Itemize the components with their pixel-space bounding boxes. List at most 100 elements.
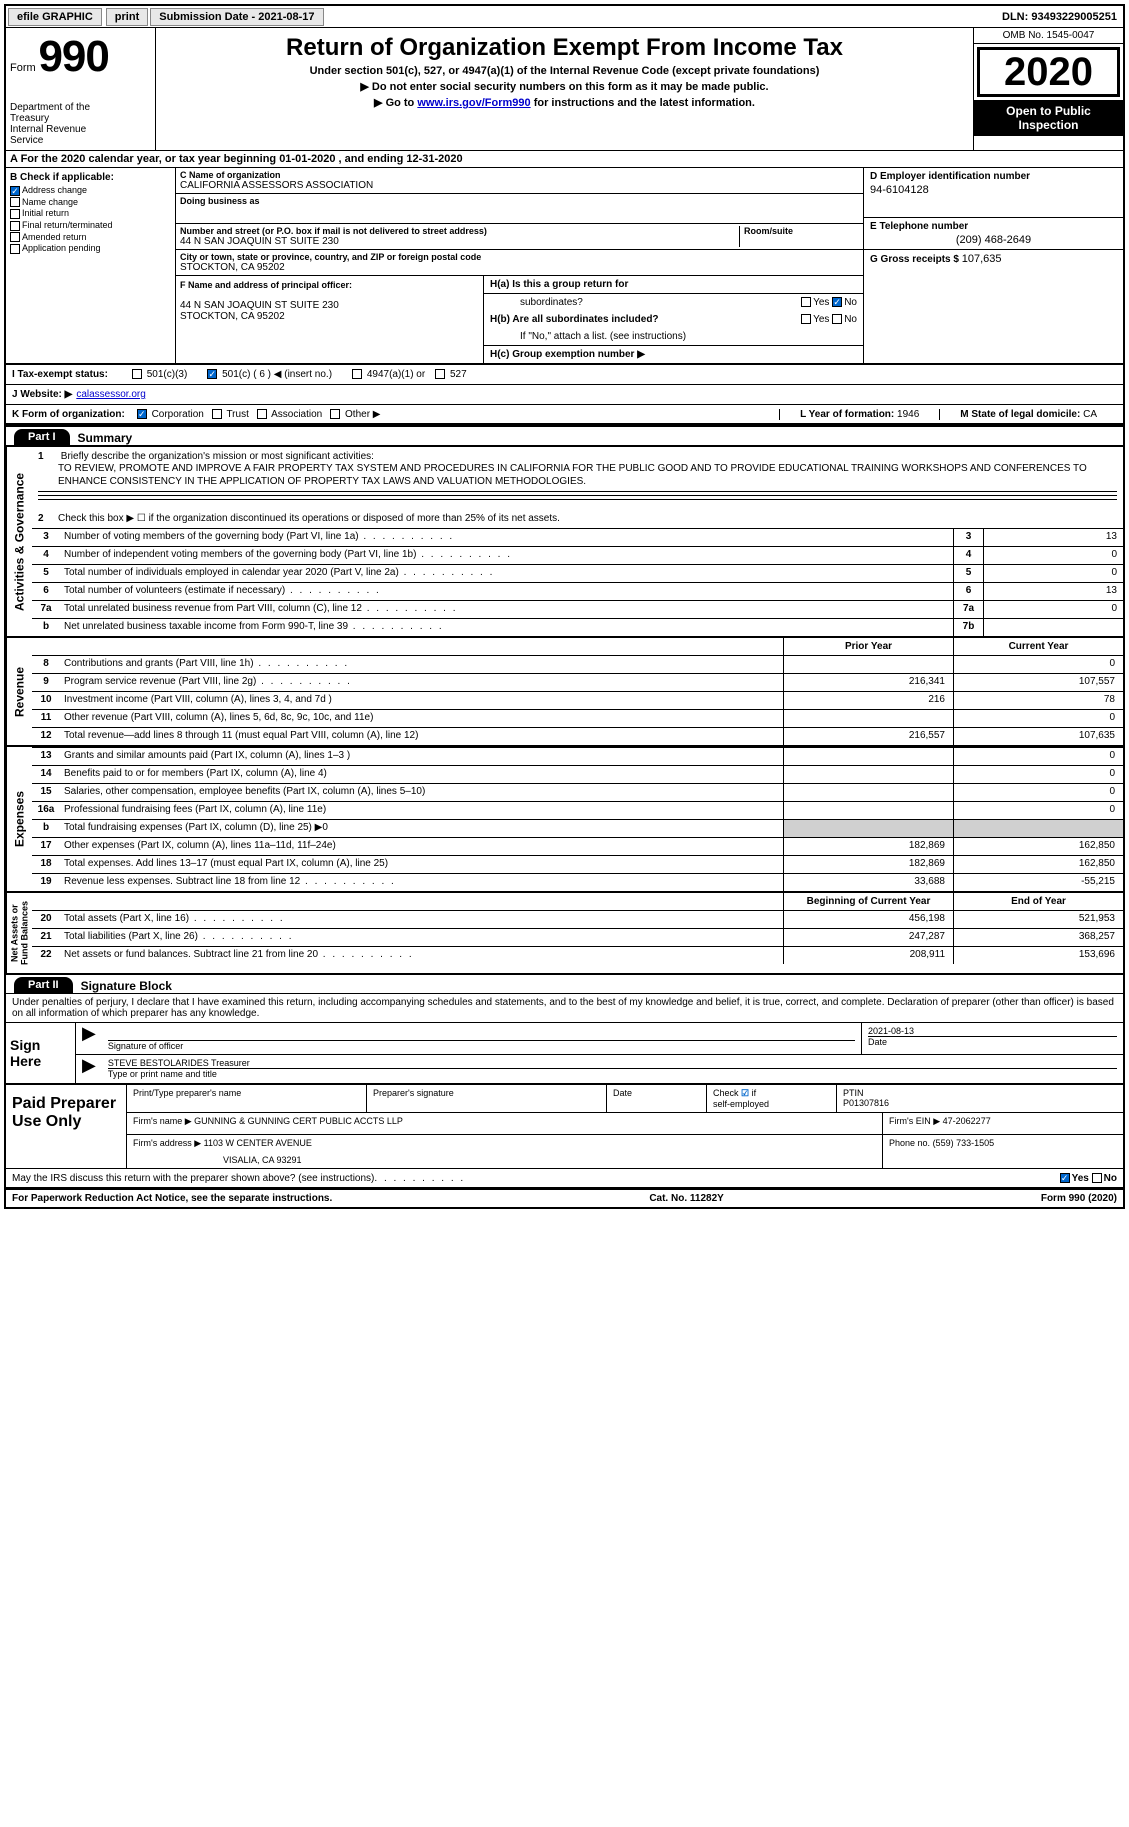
- firm-phone: (559) 733-1505: [933, 1138, 995, 1148]
- prep-name-label: Print/Type preparer's name: [127, 1085, 367, 1112]
- sig-officer-label: Signature of officer: [108, 1040, 855, 1051]
- paid-preparer-block: Paid Preparer Use Only Print/Type prepar…: [6, 1083, 1123, 1168]
- submission-date: Submission Date - 2021-08-17: [150, 8, 323, 26]
- sig-date-val: 2021-08-13: [868, 1026, 1117, 1036]
- arrow-icon: ▶: [76, 1055, 102, 1082]
- ein-value: 94-6104128: [870, 184, 1117, 196]
- room-label: Room/suite: [744, 226, 859, 236]
- data-row: 12Total revenue—add lines 8 through 11 (…: [32, 727, 1123, 745]
- print-button[interactable]: print: [106, 8, 148, 26]
- dln-label: DLN: 93493229005251: [1002, 11, 1123, 23]
- data-row: 7aTotal unrelated business revenue from …: [32, 600, 1123, 618]
- col-current: Current Year: [953, 638, 1123, 655]
- chk-app-pending[interactable]: Application pending: [10, 243, 171, 254]
- tax-year: 2020: [977, 47, 1120, 97]
- officer-addr1: 44 N SAN JOAQUIN ST SUITE 230: [180, 300, 479, 311]
- sig-date-label: Date: [868, 1036, 1117, 1047]
- vert-revenue: Revenue: [6, 638, 32, 745]
- firm-addr1: 1103 W CENTER AVENUE: [204, 1138, 312, 1148]
- expenses-section: Expenses 13Grants and similar amounts pa…: [6, 745, 1123, 891]
- data-row: 19Revenue less expenses. Subtract line 1…: [32, 873, 1123, 891]
- header-left: Form 990 Department of the Treasury Inte…: [6, 28, 156, 150]
- row-j: J Website: ▶ calassessor.org: [6, 385, 1123, 405]
- h-b-note: If "No," attach a list. (see instruction…: [484, 328, 863, 346]
- data-row: 9Program service revenue (Part VIII, lin…: [32, 673, 1123, 691]
- firm-addr2: VISALIA, CA 93291: [133, 1155, 876, 1165]
- website-link[interactable]: calassessor.org: [76, 389, 145, 400]
- paid-preparer-label: Paid Preparer Use Only: [6, 1085, 126, 1168]
- data-row: 5Total number of individuals employed in…: [32, 564, 1123, 582]
- omb-number: OMB No. 1545-0047: [974, 28, 1123, 44]
- chk-address-change[interactable]: Address change: [10, 185, 171, 196]
- data-row: 11Other revenue (Part VIII, column (A), …: [32, 709, 1123, 727]
- chk-final-return[interactable]: Final return/terminated: [10, 220, 171, 231]
- h-b-row: H(b) Are all subordinates included? Yes …: [484, 311, 863, 328]
- vert-expenses: Expenses: [6, 747, 32, 891]
- org-address: 44 N SAN JOAQUIN ST SUITE 230: [180, 236, 739, 247]
- chk-initial-return[interactable]: Initial return: [10, 208, 171, 219]
- col-prior: Prior Year: [783, 638, 953, 655]
- phone-value: (209) 468-2649: [870, 234, 1117, 246]
- h-a-sub: subordinates? Yes No: [484, 294, 863, 311]
- header-right: OMB No. 1545-0047 2020 Open to Public In…: [973, 28, 1123, 150]
- prep-date-label: Date: [607, 1085, 707, 1112]
- declaration: Under penalties of perjury, I declare th…: [6, 993, 1123, 1022]
- addr-label: Number and street (or P.O. box if mail i…: [180, 226, 739, 236]
- form-subtitle: Under section 501(c), 527, or 4947(a)(1)…: [164, 65, 965, 77]
- prep-check: Check ☑ ifself-employed: [707, 1085, 837, 1112]
- vert-activities: Activities & Governance: [6, 447, 32, 636]
- data-row: bNet unrelated business taxable income f…: [32, 618, 1123, 636]
- part-2-tag: Part II: [14, 977, 73, 993]
- row-klm: K Form of organization: Corporation Trus…: [6, 405, 1123, 425]
- col-c: C Name of organization CALIFORNIA ASSESS…: [176, 168, 863, 363]
- part-2-title: Signature Block: [73, 979, 172, 993]
- data-row: 16aProfessional fundraising fees (Part I…: [32, 801, 1123, 819]
- top-bar: efile GRAPHIC print Submission Date - 20…: [6, 6, 1123, 28]
- chk-amended[interactable]: Amended return: [10, 232, 171, 243]
- h-a-row: H(a) Is this a group return for: [484, 276, 863, 294]
- officer-label: F Name and address of principal officer:: [180, 280, 479, 290]
- header-center: Return of Organization Exempt From Incom…: [156, 28, 973, 150]
- data-row: 15Salaries, other compensation, employee…: [32, 783, 1123, 801]
- data-row: 10Investment income (Part VIII, column (…: [32, 691, 1123, 709]
- sign-here-label: Sign Here: [6, 1023, 76, 1083]
- firm-phone-label: Phone no.: [889, 1138, 930, 1148]
- data-row: 6Total number of volunteers (estimate if…: [32, 582, 1123, 600]
- col-begin: Beginning of Current Year: [783, 893, 953, 910]
- gross-label: G Gross receipts $: [870, 254, 959, 265]
- sign-here-block: Sign Here ▶ Signature of officer 2021-08…: [6, 1022, 1123, 1083]
- col-right: D Employer identification number 94-6104…: [863, 168, 1123, 363]
- mission-text: TO REVIEW, PROMOTE AND IMPROVE A FAIR PR…: [38, 462, 1117, 488]
- data-row: 8Contributions and grants (Part VIII, li…: [32, 655, 1123, 673]
- irs-link[interactable]: www.irs.gov/Form990: [417, 97, 530, 109]
- ein-label: D Employer identification number: [870, 171, 1117, 182]
- dept-treasury: Department of the Treasury Internal Reve…: [10, 102, 151, 146]
- form-word: Form: [10, 62, 36, 74]
- part-1-tag: Part I: [14, 429, 70, 445]
- h-c-row: H(c) Group exemption number ▶: [484, 346, 863, 363]
- chk-name-change[interactable]: Name change: [10, 197, 171, 208]
- balances-section: Net Assets orFund Balances Beginning of …: [6, 891, 1123, 975]
- data-row: 13Grants and similar amounts paid (Part …: [32, 747, 1123, 765]
- data-row: 20Total assets (Part X, line 16)456,1985…: [32, 910, 1123, 928]
- data-row: 4Number of independent voting members of…: [32, 546, 1123, 564]
- discuss-row: May the IRS discuss this return with the…: [6, 1168, 1123, 1188]
- ptin-value: P01307816: [843, 1098, 1117, 1108]
- form-title: Return of Organization Exempt From Incom…: [164, 34, 965, 62]
- part-2-header: Part II Signature Block: [6, 975, 1123, 993]
- col-end: End of Year: [953, 893, 1123, 910]
- row-i: I Tax-exempt status: 501(c)(3) 501(c) ( …: [6, 365, 1123, 385]
- sig-name-label: Type or print name and title: [108, 1068, 1117, 1079]
- data-row: 14Benefits paid to or for members (Part …: [32, 765, 1123, 783]
- efile-label: efile GRAPHIC: [8, 8, 102, 26]
- activities-governance: Activities & Governance 1 Briefly descri…: [6, 445, 1123, 636]
- city-label: City or town, state or province, country…: [180, 252, 859, 262]
- firm-ein: 47-2062277: [943, 1116, 991, 1126]
- section-a: A For the 2020 calendar year, or tax yea…: [6, 151, 1123, 168]
- form-note-2: ▶ Go to www.irs.gov/Form990 for instruct…: [164, 96, 965, 109]
- col-b-label: B Check if applicable:: [10, 172, 171, 183]
- revenue-section: Revenue Prior Year Current Year 8Contrib…: [6, 636, 1123, 745]
- dba-label: Doing business as: [180, 196, 859, 206]
- form-number: 990: [38, 32, 108, 81]
- data-row: 17Other expenses (Part IX, column (A), l…: [32, 837, 1123, 855]
